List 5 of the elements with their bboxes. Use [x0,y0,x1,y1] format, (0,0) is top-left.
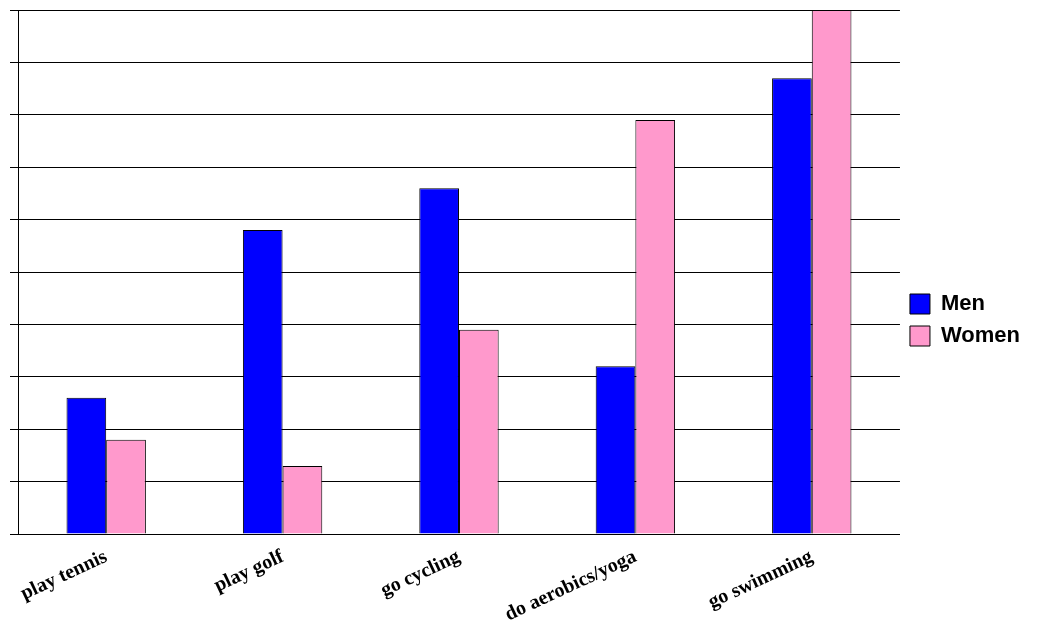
x-tick-label: play tennis [16,544,111,605]
legend-label: Men [940,290,985,316]
x-tick-label: go cycling [376,544,464,602]
x-tick-label: play golf [210,544,288,597]
legend-label: Women [940,322,1021,348]
